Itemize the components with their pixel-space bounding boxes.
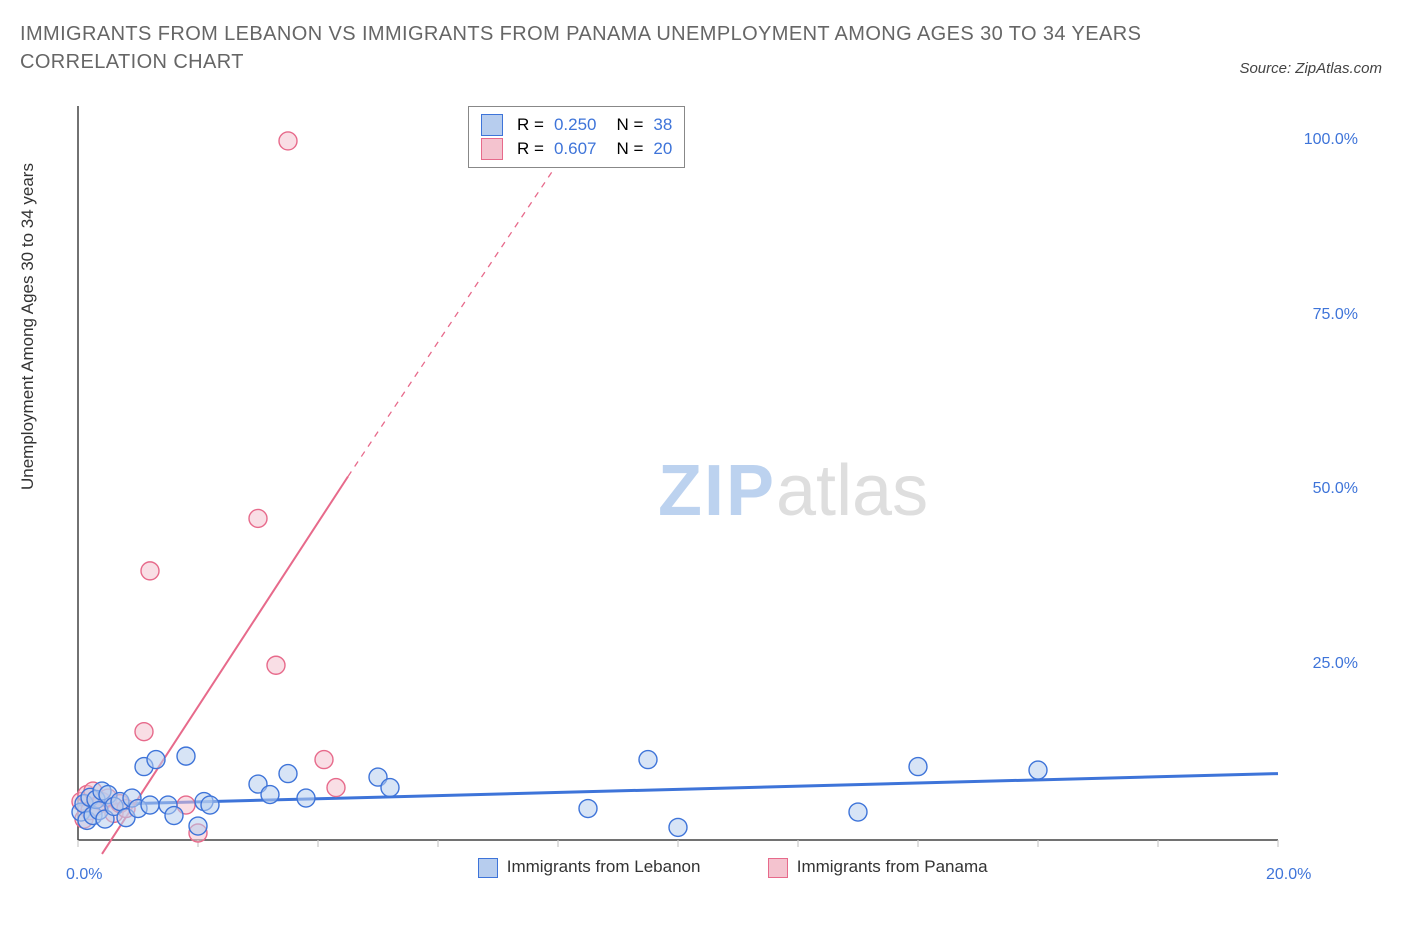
stats-r-value-b: 0.607 (554, 137, 597, 161)
chart-container: IMMIGRANTS FROM LEBANON VS IMMIGRANTS FR… (0, 0, 1406, 930)
stats-row-a: R = 0.250 N = 38 (481, 113, 672, 137)
right-tick: 100.0% (1304, 131, 1358, 149)
chart-title: IMMIGRANTS FROM LEBANON VS IMMIGRANTS FR… (20, 20, 1226, 76)
stats-box: R = 0.250 N = 38 R = 0.607 N = 20 (468, 106, 685, 168)
right-tick: 25.0% (1313, 655, 1358, 673)
stats-n-value-a: 38 (653, 113, 672, 137)
bottom-tick: 0.0% (66, 866, 102, 884)
legend-swatch-panama (768, 858, 788, 878)
right-tick: 75.0% (1313, 306, 1358, 324)
chart-svg (68, 100, 1368, 880)
stats-r-value-a: 0.250 (554, 113, 597, 137)
stats-n-label-b: N = (616, 137, 643, 161)
legend-label-b: Immigrants from Panama (797, 857, 988, 876)
legend-label-a: Immigrants from Lebanon (507, 857, 701, 876)
stats-row-b: R = 0.607 N = 20 (481, 137, 672, 161)
stats-r-label-b: R = (517, 137, 544, 161)
legend-swatch-lebanon (478, 858, 498, 878)
stats-n-label: N = (616, 113, 643, 137)
legend-a: Immigrants from Lebanon (478, 857, 700, 878)
bottom-tick: 20.0% (1266, 866, 1311, 884)
legend-b: Immigrants from Panama (768, 857, 988, 878)
stats-n-value-b: 20 (653, 137, 672, 161)
right-tick: 50.0% (1313, 480, 1358, 498)
y-axis-label: Unemployment Among Ages 30 to 34 years (18, 163, 38, 490)
stats-r-label: R = (517, 113, 544, 137)
swatch-panama (481, 138, 503, 160)
source-label: Source: ZipAtlas.com (1239, 60, 1382, 77)
plot-area: ZIPatlas R = 0.250 N = 38 R = 0.607 N = … (68, 100, 1368, 880)
swatch-lebanon (481, 114, 503, 136)
